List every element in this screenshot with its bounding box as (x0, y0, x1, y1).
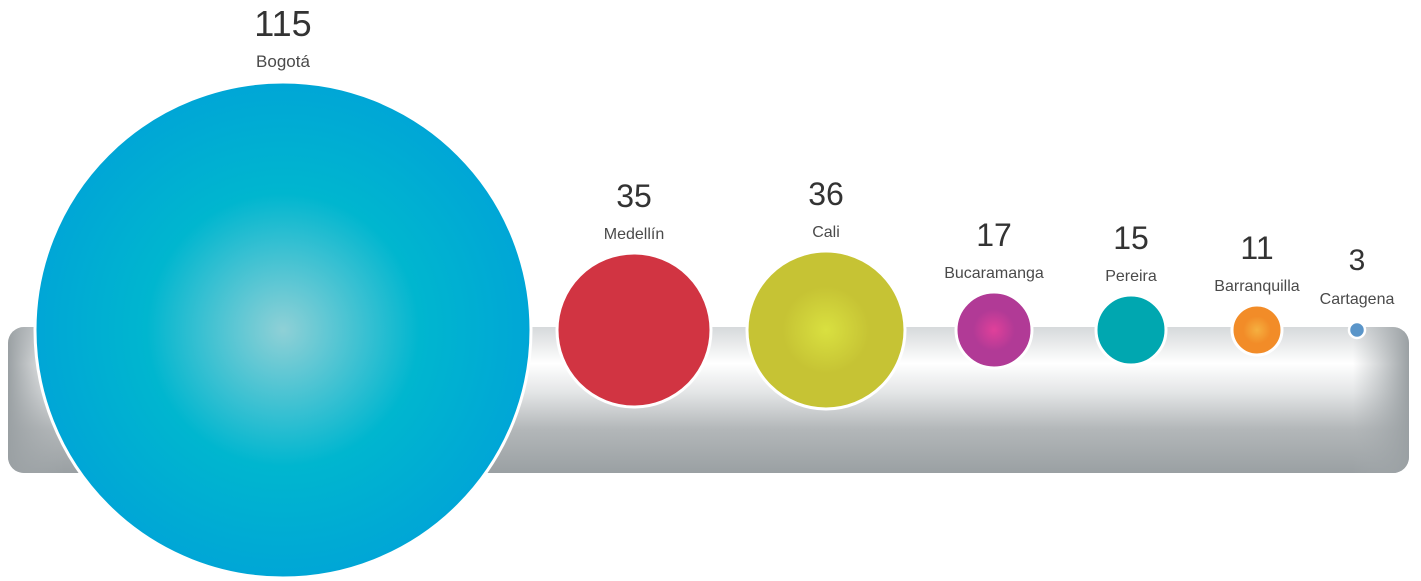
value-label-bucaramanga: 17 (976, 217, 1012, 253)
bubble-bucaramanga (954, 290, 1034, 370)
category-label-barranquilla: Barranquilla (1214, 278, 1299, 295)
bubble-cali (745, 249, 907, 411)
bubble-cartagena (1347, 320, 1367, 340)
bubble-medellin (555, 251, 713, 409)
value-label-barranquilla: 11 (1240, 230, 1273, 266)
bubble-barranquilla (1230, 303, 1284, 357)
value-label-medellin: 35 (616, 178, 652, 214)
value-label-cartagena: 3 (1349, 244, 1366, 277)
value-label-cali: 36 (808, 176, 844, 212)
bubble-pereira (1094, 293, 1168, 367)
category-label-cali: Cali (812, 224, 840, 241)
category-label-medellin: Medellín (604, 226, 664, 243)
value-label-pereira: 15 (1113, 220, 1149, 256)
category-label-pereira: Pereira (1105, 268, 1157, 285)
value-label-bogota: 115 (254, 3, 311, 44)
bubble-bogota (33, 80, 533, 580)
category-label-bucaramanga: Bucaramanga (944, 265, 1044, 282)
category-label-bogota: Bogotá (256, 52, 310, 71)
category-label-cartagena: Cartagena (1320, 291, 1395, 308)
